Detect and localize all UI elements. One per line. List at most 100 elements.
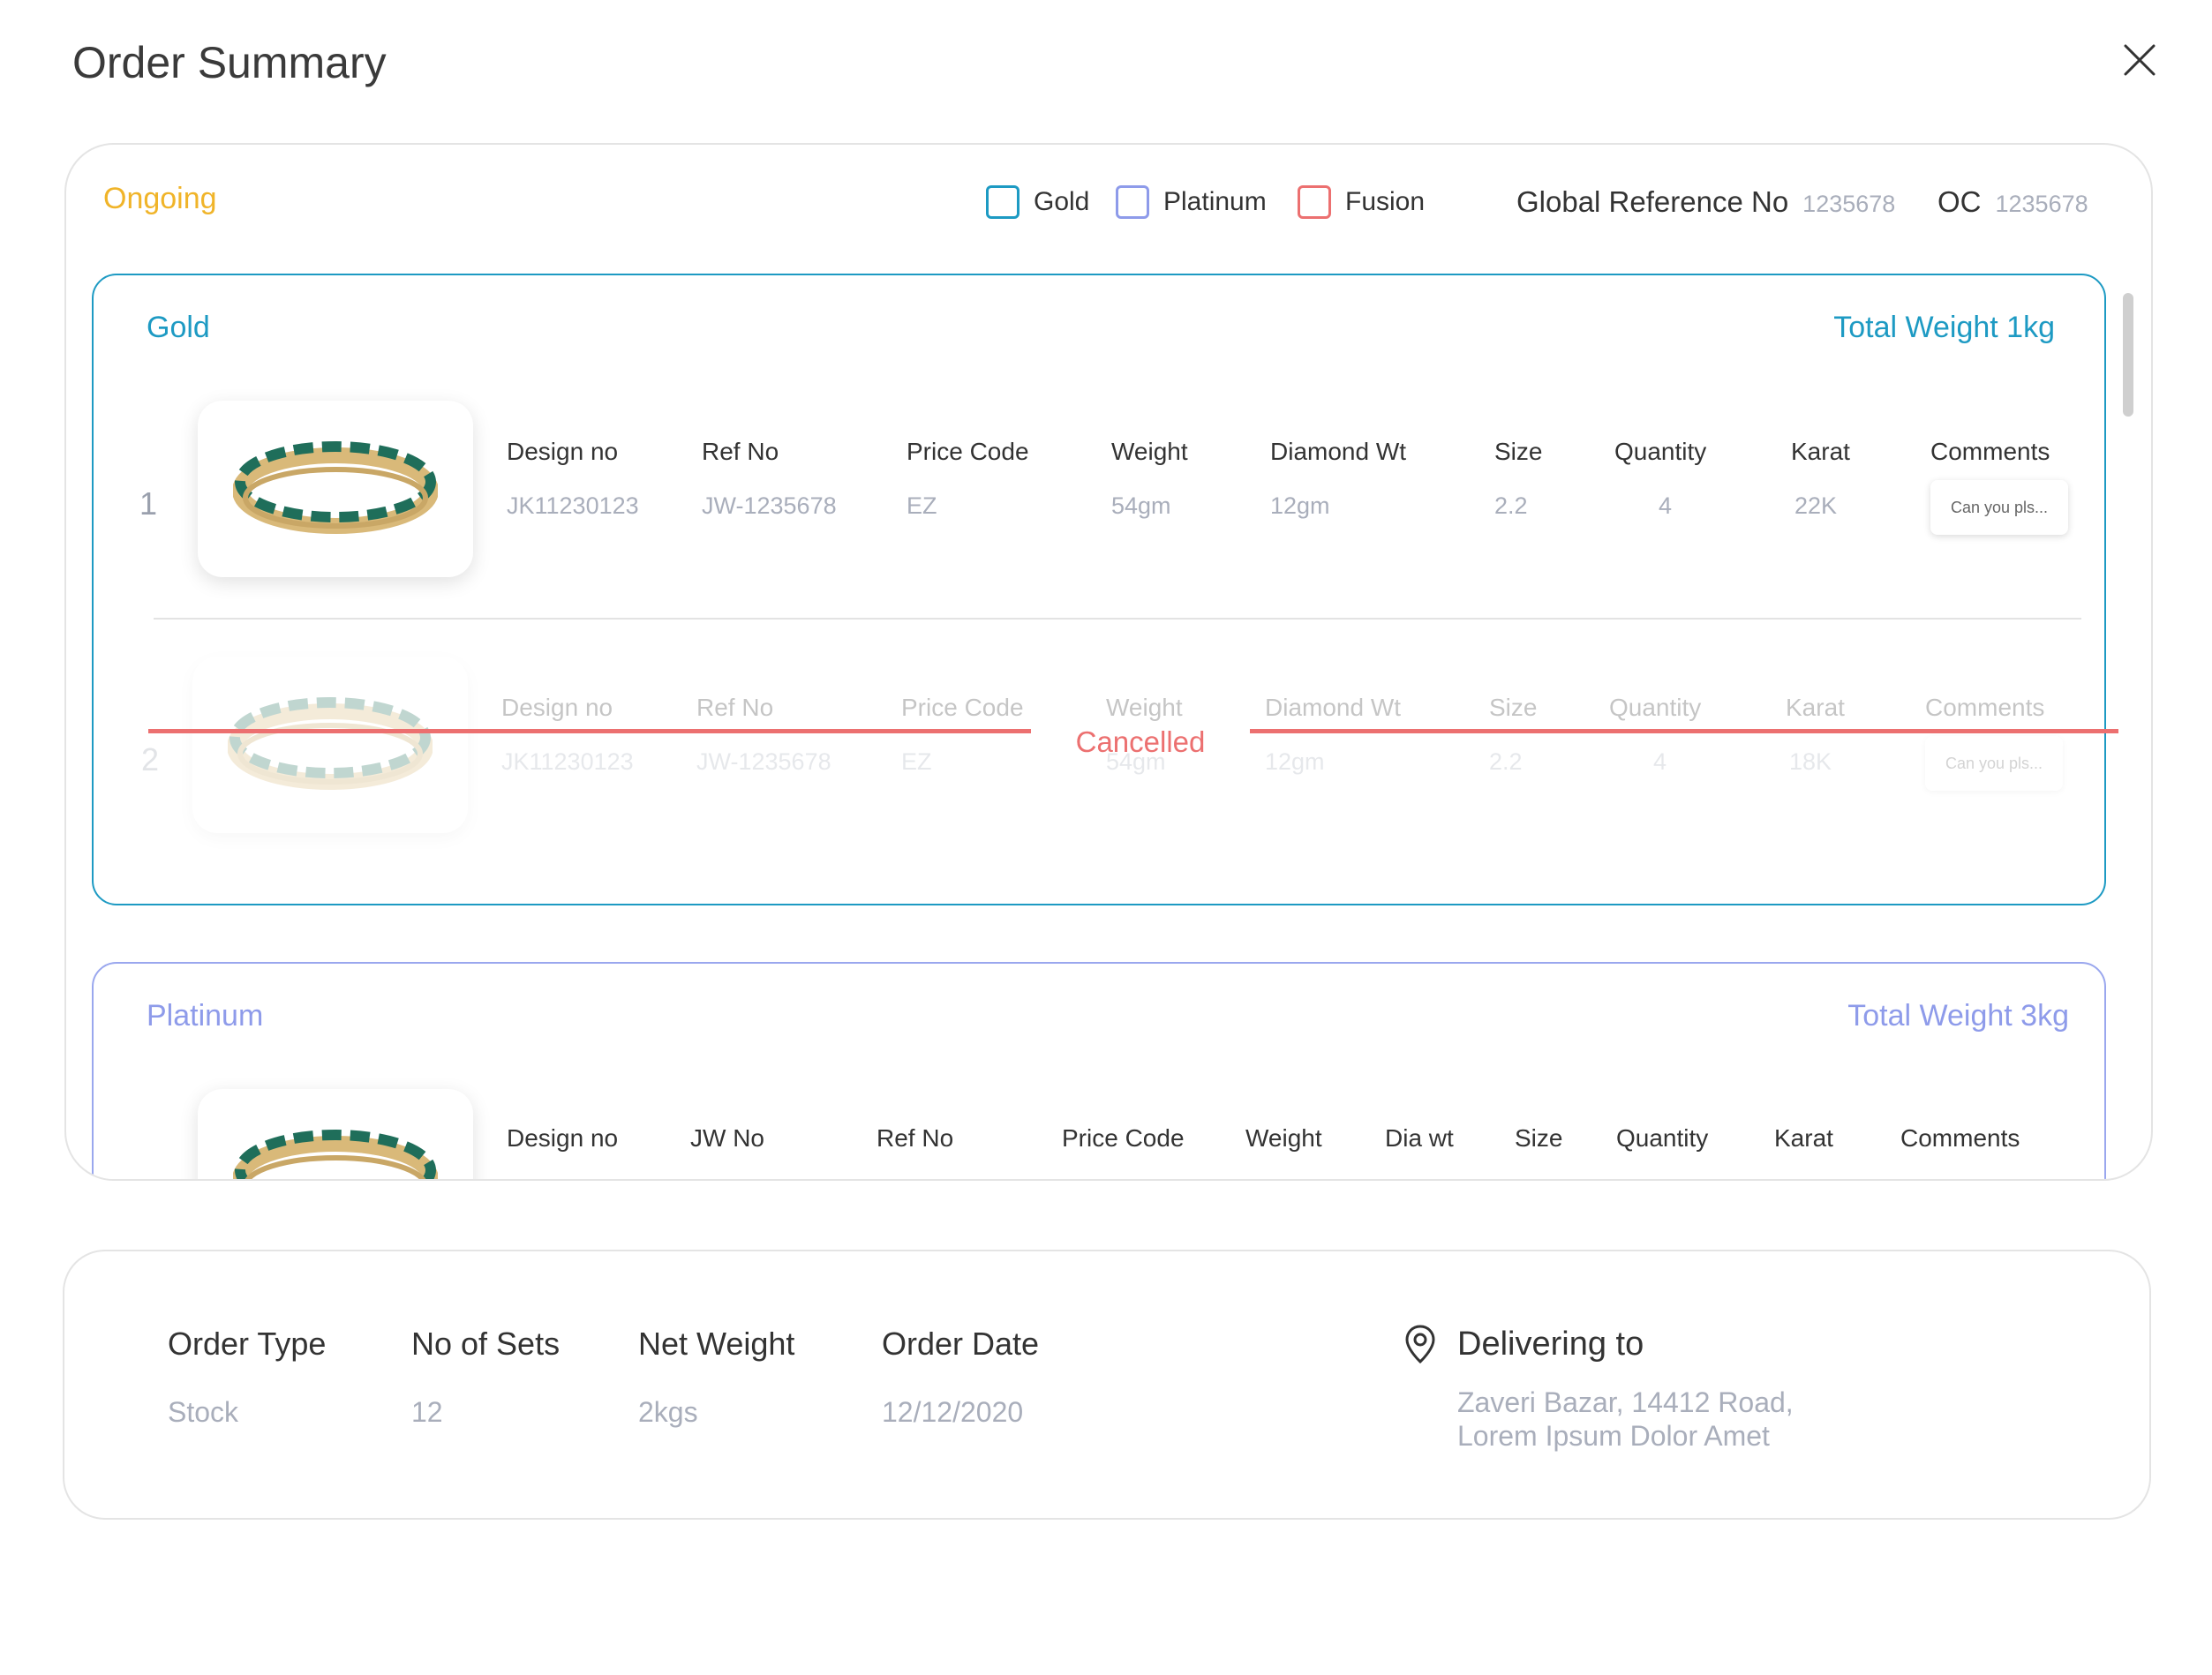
- cancel-strike-right: [1250, 729, 2118, 733]
- col-head: Quantity: [1616, 1124, 1709, 1152]
- bangle-image: [233, 441, 438, 534]
- section-title-gold: Gold: [147, 311, 210, 344]
- item-index: 2: [141, 741, 160, 777]
- platinum-section: Platinum Total Weight 3kg 1 Design no JW…: [92, 962, 2106, 1179]
- order-item-row[interactable]: 1 Design no JK11230123 Ref No JW-1235678…: [94, 401, 2104, 595]
- order-item-row[interactable]: 1 Design no JW No Ref No Price Code Weig…: [94, 1089, 2104, 1179]
- col-head: Design no: [507, 438, 619, 465]
- close-icon[interactable]: [2122, 42, 2157, 78]
- summary-label: No of Sets: [411, 1326, 561, 1362]
- platinum-total-weight: Total Weight 3kg: [1847, 999, 2069, 1033]
- summary-value: 12/12/2020: [882, 1396, 1024, 1428]
- scrollbar-thumb[interactable]: [2123, 293, 2133, 417]
- col-head: Karat: [1786, 694, 1845, 721]
- filter-platinum[interactable]: Platinum: [1116, 185, 1267, 219]
- summary-value: Stock: [168, 1396, 239, 1428]
- order-status: Ongoing: [103, 182, 217, 215]
- col-dia-wt: Dia wt: [1385, 1124, 1454, 1153]
- col-value: 18K: [1789, 748, 1832, 775]
- col-design-no: Design no: [507, 1124, 618, 1153]
- col-value: 54gm: [1106, 748, 1166, 775]
- col-value: 2.2: [1489, 748, 1523, 775]
- col-value: JW-1235678: [696, 748, 831, 775]
- cancelled-label: Cancelled: [1075, 725, 1206, 758]
- filter-fusion-label: Fusion: [1345, 187, 1426, 216]
- col-head: Price Code: [907, 438, 1029, 465]
- gold-section: Gold Total Weight 1kg 1 Design no JK1123…: [92, 274, 2118, 905]
- col-value: 54gm: [1111, 492, 1171, 519]
- product-thumbnail[interactable]: [192, 657, 468, 833]
- col-value: EZ: [901, 748, 932, 775]
- order-items-panel: Ongoing Gold Platinum Fusion Global Refe…: [64, 143, 2153, 1181]
- col-head: Diamond Wt: [1265, 694, 1402, 721]
- bangle-image: [228, 697, 433, 790]
- col-weight: Weight 54gm: [1106, 694, 1183, 776]
- item-index: 1: [139, 1174, 157, 1179]
- row-divider: [154, 618, 2081, 620]
- global-reference-label: Global Reference No: [1516, 185, 1789, 218]
- col-head: Ref No: [702, 438, 779, 465]
- page-title: Order Summary: [72, 38, 387, 87]
- col-head: Comments: [1900, 1124, 2020, 1152]
- delivery-address: Zaveri Bazar, 14412 Road, Lorem Ipsum Do…: [1457, 1386, 1794, 1453]
- item-index: 1: [139, 485, 158, 522]
- col-karat: Karat: [1774, 1124, 1833, 1153]
- filter-fusion[interactable]: Fusion: [1298, 185, 1425, 219]
- col-value: JW-1235678: [702, 492, 837, 519]
- summary-label: Net Weight: [638, 1326, 795, 1362]
- order-item-row-cancelled[interactable]: 2 Design no JK11230123 Ref No JW-1235678…: [94, 657, 2104, 851]
- col-value: 4: [1653, 748, 1667, 775]
- filter-gold[interactable]: Gold: [986, 185, 1089, 219]
- col-head: Ref No: [696, 694, 774, 721]
- comment-field[interactable]: Can you pls...: [1930, 480, 2068, 535]
- filter-platinum-label: Platinum: [1163, 187, 1267, 216]
- col-ref-no: Ref No JW-1235678: [696, 694, 831, 776]
- col-head: Comments: [1925, 694, 2045, 721]
- gold-total-weight: Total Weight 1kg: [1833, 311, 2055, 344]
- col-head: Dia wt: [1385, 1124, 1454, 1152]
- col-quantity: Quantity 4: [1609, 694, 1701, 776]
- col-ref-no: Ref No JW-1235678: [702, 438, 837, 520]
- global-reference-value: 1235678: [1802, 191, 1896, 217]
- summary-no-of-sets: No of Sets 12: [411, 1326, 560, 1429]
- oc-reference: OC 1235678: [1937, 185, 2088, 219]
- col-head: Weight: [1245, 1124, 1322, 1152]
- col-quantity: Quantity: [1616, 1124, 1708, 1153]
- address-line-1: Zaveri Bazar, 14412 Road,: [1457, 1386, 1794, 1418]
- filter-gold-label: Gold: [1034, 187, 1090, 216]
- col-size: Size: [1515, 1124, 1562, 1153]
- summary-value: 12: [411, 1396, 443, 1428]
- gold-checkbox[interactable]: [986, 185, 1019, 219]
- col-value: 2.2: [1494, 492, 1528, 519]
- product-thumbnail[interactable]: [198, 401, 473, 577]
- location-pin-icon: [1405, 1325, 1435, 1364]
- cancel-strike-left: [148, 729, 1031, 733]
- col-comments: Comments Can you pls...: [1930, 438, 2068, 535]
- col-head: Price Code: [901, 694, 1024, 721]
- comment-field: Can you pls...: [1925, 736, 2063, 791]
- platinum-checkbox[interactable]: [1116, 185, 1149, 219]
- summary-order-date: Order Date 12/12/2020: [882, 1326, 1039, 1429]
- col-head: Ref No: [877, 1124, 954, 1152]
- col-design-no: Design no JK11230123: [501, 694, 634, 776]
- delivery-info: Delivering to Zaveri Bazar, 14412 Road, …: [1403, 1324, 1794, 1453]
- col-head: Size: [1515, 1124, 1563, 1152]
- col-value: JK11230123: [501, 748, 634, 775]
- col-head: Design no: [501, 694, 613, 721]
- col-head: Size: [1494, 438, 1543, 465]
- col-value: 12gm: [1270, 492, 1330, 519]
- col-head: Quantity: [1614, 438, 1707, 465]
- order-summary-details: Order Type Stock No of Sets 12 Net Weigh…: [63, 1250, 2151, 1520]
- col-size: Size 2.2: [1489, 694, 1537, 776]
- col-head: Quantity: [1609, 694, 1702, 721]
- col-value: 22K: [1794, 492, 1838, 519]
- col-jw-no: JW No: [690, 1124, 764, 1153]
- col-weight: Weight 54gm: [1111, 438, 1188, 520]
- col-head: Karat: [1791, 438, 1850, 465]
- col-comments: Comments: [1900, 1124, 2020, 1153]
- col-ref-no: Ref No: [877, 1124, 953, 1153]
- global-reference: Global Reference No 1235678: [1516, 185, 1895, 219]
- product-thumbnail[interactable]: [198, 1089, 473, 1179]
- col-head: Price Code: [1062, 1124, 1185, 1152]
- fusion-checkbox[interactable]: [1298, 185, 1331, 219]
